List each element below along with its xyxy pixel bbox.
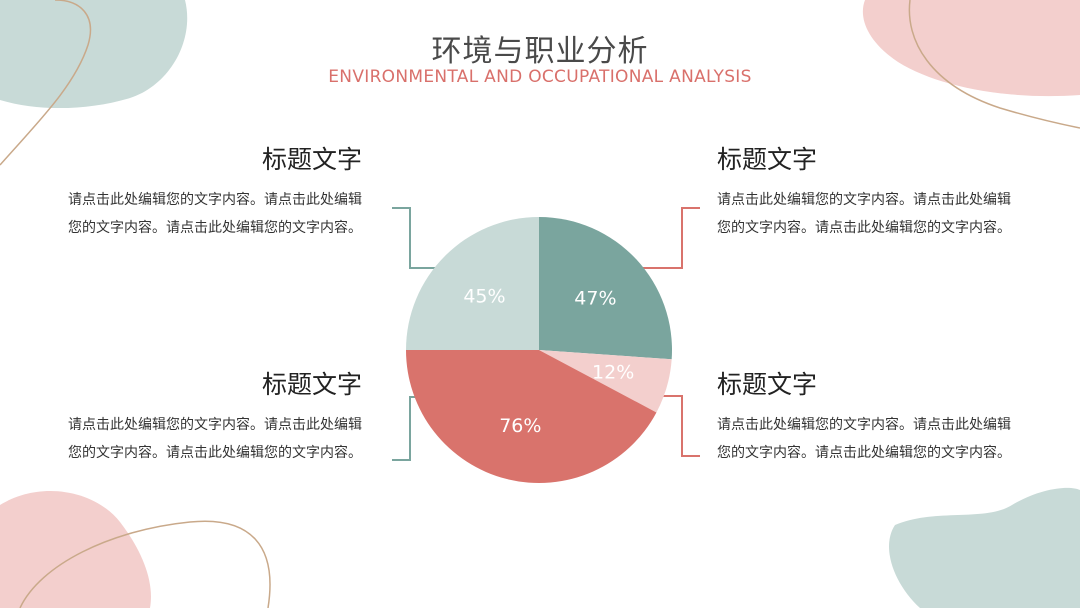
pie-slice-label: 47% (574, 287, 616, 309)
block-text: 请点击此处编辑您的文字内容。请点击此处编辑您的文字内容。请点击此处编辑您的文字内… (717, 192, 1011, 236)
block-text: 请点击此处编辑您的文字内容。请点击此处编辑您的文字内容。请点击此处编辑您的文字内… (68, 192, 362, 236)
block-text: 请点击此处编辑您的文字内容。请点击此处编辑您的文字内容。请点击此处编辑您的文字内… (68, 417, 362, 461)
pie-slice-3 (406, 217, 539, 350)
block-heading: 标题文字 (717, 145, 818, 174)
text-block-bottom-right: 标题文字 请点击此处编辑您的文字内容。请点击此处编辑您的文字内容。请点击此处编辑… (717, 365, 1017, 467)
page-subtitle: ENVIRONMENTAL AND OCCUPATIONAL ANALYSIS (328, 67, 752, 87)
text-block-bottom-left: 标题文字 请点击此处编辑您的文字内容。请点击此处编辑您的文字内容。请点击此处编辑… (62, 365, 362, 467)
pie-slice-label: 45% (463, 285, 505, 307)
block-heading: 标题文字 (261, 145, 362, 174)
connector-top-right (635, 207, 700, 269)
connector-top-left (392, 207, 455, 269)
page-title: 环境与职业分析 (431, 34, 649, 69)
pie-slice-0 (539, 217, 672, 360)
block-heading: 标题文字 (717, 370, 818, 399)
text-block-top-left: 标题文字 请点击此处编辑您的文字内容。请点击此处编辑您的文字内容。请点击此处编辑… (62, 140, 362, 242)
block-text: 请点击此处编辑您的文字内容。请点击此处编辑您的文字内容。请点击此处编辑您的文字内… (717, 417, 1011, 461)
pie-slice-label: 76% (499, 415, 541, 437)
pie-slice-2 (405, 350, 657, 484)
block-heading: 标题文字 (261, 370, 362, 399)
pie-slice-label: 12% (592, 361, 634, 383)
text-block-top-right: 标题文字 请点击此处编辑您的文字内容。请点击此处编辑您的文字内容。请点击此处编辑… (717, 140, 1017, 242)
pie-slice-1 (539, 350, 672, 413)
